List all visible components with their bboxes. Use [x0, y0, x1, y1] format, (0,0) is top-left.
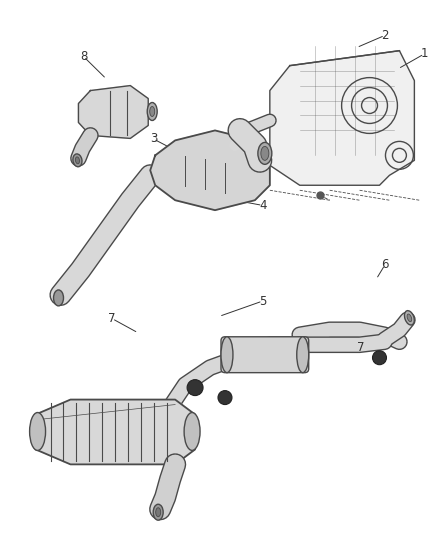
Text: 7: 7: [357, 341, 365, 354]
Ellipse shape: [221, 337, 233, 373]
Text: 1: 1: [420, 47, 428, 60]
Ellipse shape: [75, 157, 80, 164]
Polygon shape: [35, 400, 195, 464]
Ellipse shape: [153, 504, 163, 520]
Text: 3: 3: [150, 133, 157, 146]
Ellipse shape: [297, 337, 309, 373]
Ellipse shape: [147, 102, 157, 120]
Ellipse shape: [53, 290, 64, 306]
Polygon shape: [78, 86, 148, 139]
Text: 2: 2: [381, 29, 389, 42]
Ellipse shape: [258, 142, 272, 164]
Ellipse shape: [73, 154, 82, 167]
Circle shape: [218, 391, 232, 405]
Text: 4: 4: [259, 199, 266, 212]
FancyBboxPatch shape: [221, 337, 309, 373]
Polygon shape: [270, 51, 414, 185]
Circle shape: [372, 351, 386, 365]
Polygon shape: [150, 131, 270, 210]
Ellipse shape: [150, 107, 155, 117]
Ellipse shape: [30, 413, 46, 450]
Ellipse shape: [404, 311, 414, 325]
Ellipse shape: [261, 147, 269, 160]
Circle shape: [187, 379, 203, 395]
Ellipse shape: [407, 314, 412, 321]
Text: 6: 6: [381, 259, 389, 271]
Ellipse shape: [155, 508, 161, 516]
Ellipse shape: [184, 413, 200, 450]
Text: 8: 8: [80, 50, 87, 63]
Text: 5: 5: [259, 295, 266, 308]
Text: 7: 7: [108, 312, 116, 325]
